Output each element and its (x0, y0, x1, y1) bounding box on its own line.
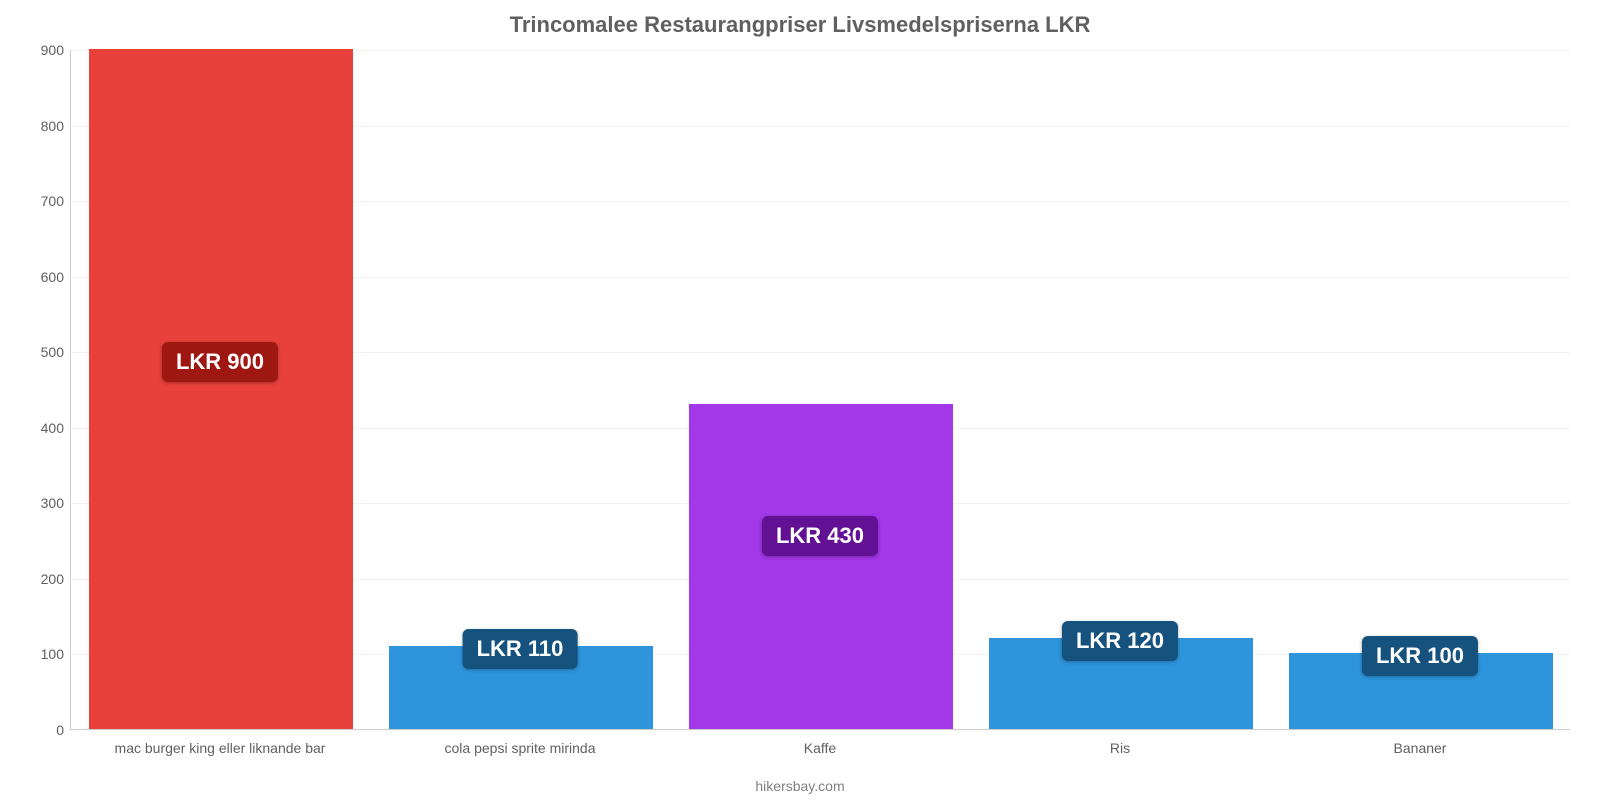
plot-area (70, 50, 1570, 730)
xtick-label: mac burger king eller liknande bar (115, 740, 326, 756)
ytick-label: 800 (14, 118, 64, 134)
bar-group (689, 49, 953, 729)
bar (89, 49, 353, 729)
xtick-label: Ris (1110, 740, 1130, 756)
chart-title: Trincomalee Restaurangpriser Livsmedelsp… (0, 12, 1600, 38)
ytick-label: 300 (14, 495, 64, 511)
value-badge: LKR 430 (762, 516, 878, 556)
ytick-label: 600 (14, 269, 64, 285)
bar-chart: Trincomalee Restaurangpriser Livsmedelsp… (0, 0, 1600, 800)
value-badge: LKR 110 (463, 629, 578, 669)
bar-group (89, 49, 353, 729)
bar (689, 404, 953, 729)
xtick-label: cola pepsi sprite mirinda (445, 740, 596, 756)
value-badge: LKR 120 (1062, 621, 1178, 661)
value-badge: LKR 100 (1362, 636, 1478, 676)
bar-group (389, 49, 653, 729)
xtick-label: Kaffe (804, 740, 836, 756)
ytick-label: 700 (14, 193, 64, 209)
ytick-label: 0 (14, 722, 64, 738)
xtick-label: Bananer (1394, 740, 1447, 756)
attribution-text: hikersbay.com (0, 778, 1600, 794)
ytick-label: 400 (14, 420, 64, 436)
ytick-label: 500 (14, 344, 64, 360)
ytick-label: 100 (14, 646, 64, 662)
ytick-label: 200 (14, 571, 64, 587)
bar-group (1289, 49, 1553, 729)
ytick-label: 900 (14, 42, 64, 58)
value-badge: LKR 900 (162, 342, 278, 382)
